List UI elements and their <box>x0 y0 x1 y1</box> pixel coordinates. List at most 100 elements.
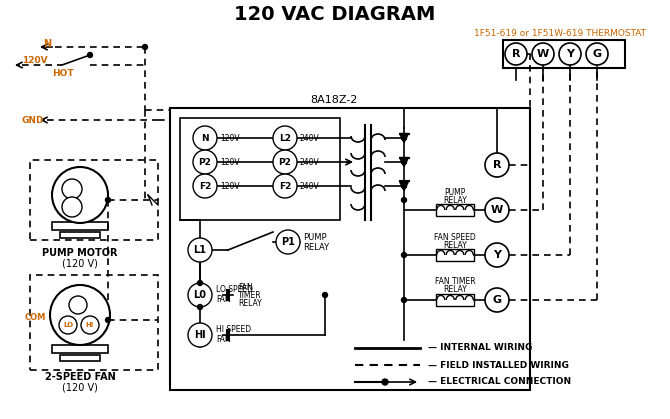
Text: 240V: 240V <box>300 181 320 191</box>
Circle shape <box>198 280 202 285</box>
Text: 120V: 120V <box>22 55 48 65</box>
Circle shape <box>193 150 217 174</box>
Circle shape <box>50 285 110 345</box>
Circle shape <box>193 126 217 150</box>
Circle shape <box>193 174 217 198</box>
Text: TIMER: TIMER <box>238 290 261 300</box>
Text: FAN SPEED: FAN SPEED <box>434 233 476 241</box>
Text: 240V: 240V <box>300 134 320 142</box>
Circle shape <box>559 43 581 65</box>
Text: HOT: HOT <box>52 68 74 78</box>
Text: Y: Y <box>566 49 574 59</box>
Circle shape <box>188 283 212 307</box>
Circle shape <box>62 197 82 217</box>
Text: Y: Y <box>493 250 501 260</box>
Text: L0: L0 <box>194 290 206 300</box>
Text: 8A18Z-2: 8A18Z-2 <box>310 95 357 105</box>
Text: HI SPEED: HI SPEED <box>216 326 251 334</box>
Bar <box>30 160 158 240</box>
Text: 120V: 120V <box>220 134 240 142</box>
Text: — ELECTRICAL CONNECTION: — ELECTRICAL CONNECTION <box>428 378 571 386</box>
Polygon shape <box>399 181 409 191</box>
Text: P2: P2 <box>279 158 291 166</box>
Circle shape <box>88 52 92 57</box>
Bar <box>52 345 108 353</box>
Text: 120V: 120V <box>220 181 240 191</box>
Bar <box>30 275 158 370</box>
Circle shape <box>198 305 202 310</box>
Circle shape <box>188 323 212 347</box>
Circle shape <box>401 297 407 303</box>
Circle shape <box>273 150 297 174</box>
Circle shape <box>401 160 407 165</box>
Bar <box>180 118 340 220</box>
Text: PUMP: PUMP <box>303 233 327 241</box>
Text: COM: COM <box>25 313 46 321</box>
Bar <box>503 40 625 68</box>
Circle shape <box>62 179 82 199</box>
Text: FAN: FAN <box>216 295 230 305</box>
Text: GND: GND <box>22 116 44 124</box>
Circle shape <box>276 230 300 254</box>
Circle shape <box>401 253 407 258</box>
Bar <box>436 294 474 306</box>
Bar <box>170 108 530 390</box>
Text: R: R <box>512 49 520 59</box>
Text: 2-SPEED FAN: 2-SPEED FAN <box>45 372 115 382</box>
Text: G: G <box>492 295 502 305</box>
Text: RELAY: RELAY <box>443 241 467 249</box>
Circle shape <box>485 243 509 267</box>
Text: RELAY: RELAY <box>303 243 329 251</box>
Text: RELAY: RELAY <box>443 196 467 204</box>
Text: W: W <box>491 205 503 215</box>
Text: PUMP MOTOR: PUMP MOTOR <box>42 248 118 258</box>
Circle shape <box>401 135 407 140</box>
Bar <box>60 355 100 361</box>
Text: F2: F2 <box>279 181 291 191</box>
Text: P1: P1 <box>281 237 295 247</box>
Bar <box>52 222 108 230</box>
Circle shape <box>52 167 108 223</box>
Text: (120 V): (120 V) <box>62 258 98 268</box>
Circle shape <box>505 43 527 65</box>
Text: — INTERNAL WIRING: — INTERNAL WIRING <box>428 344 533 352</box>
Circle shape <box>382 379 388 385</box>
Circle shape <box>69 296 87 314</box>
Circle shape <box>273 174 297 198</box>
Text: RELAY: RELAY <box>443 285 467 295</box>
Text: N: N <box>201 134 209 142</box>
Polygon shape <box>399 134 409 142</box>
Bar <box>436 249 474 261</box>
Circle shape <box>188 238 212 262</box>
Text: PUMP: PUMP <box>444 187 466 197</box>
Polygon shape <box>399 158 409 166</box>
Text: R: R <box>492 160 501 170</box>
Text: LO: LO <box>63 322 73 328</box>
Bar <box>436 204 474 216</box>
Text: 1F51-619 or 1F51W-619 THERMOSTAT: 1F51-619 or 1F51W-619 THERMOSTAT <box>474 28 646 37</box>
Circle shape <box>105 318 111 323</box>
Text: LO SPEED: LO SPEED <box>216 285 253 295</box>
Text: 120V: 120V <box>220 158 240 166</box>
Circle shape <box>485 198 509 222</box>
Circle shape <box>143 44 147 49</box>
Text: — FIELD INSTALLED WIRING: — FIELD INSTALLED WIRING <box>428 360 569 370</box>
Circle shape <box>59 316 77 334</box>
Text: 120 VAC DIAGRAM: 120 VAC DIAGRAM <box>234 5 436 23</box>
Text: P2: P2 <box>198 158 212 166</box>
Text: FAN: FAN <box>238 282 253 292</box>
Text: HI: HI <box>86 322 94 328</box>
Text: FAN: FAN <box>216 336 230 344</box>
Text: W: W <box>537 49 549 59</box>
Circle shape <box>485 153 509 177</box>
Circle shape <box>532 43 554 65</box>
Circle shape <box>273 126 297 150</box>
Text: N: N <box>43 39 51 49</box>
Text: RELAY: RELAY <box>238 298 262 308</box>
Circle shape <box>586 43 608 65</box>
Circle shape <box>81 316 99 334</box>
Circle shape <box>485 288 509 312</box>
Text: L1: L1 <box>194 245 206 255</box>
Circle shape <box>322 292 328 297</box>
Text: F2: F2 <box>199 181 211 191</box>
